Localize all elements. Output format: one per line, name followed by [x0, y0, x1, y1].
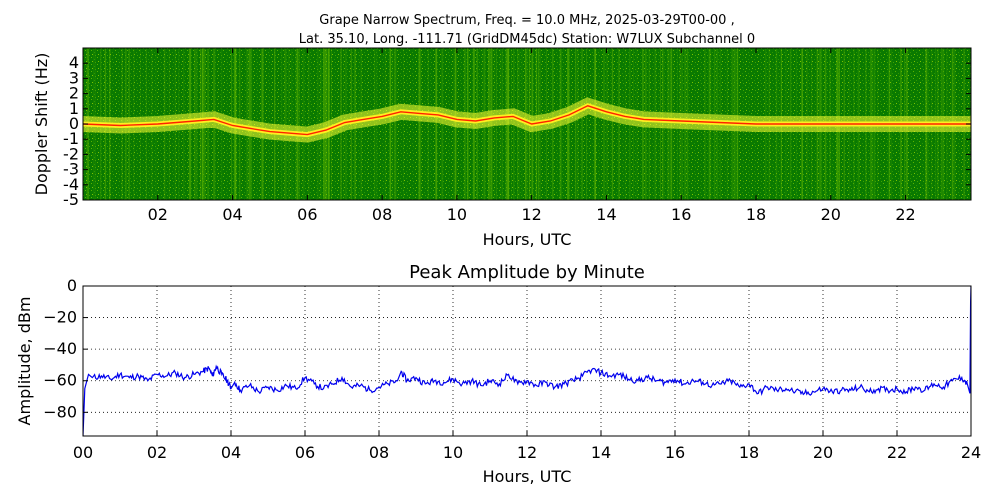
amplitude-x-tick-label: 14	[591, 443, 611, 462]
amplitude-y-tick-label: −60	[43, 371, 77, 390]
spectrogram-title-line2: Lat. 35.10, Long. -111.71 (GridDM45dc) S…	[299, 32, 755, 47]
amplitude-x-axis: 00 02 04 06 08 10 12 14 16 18 20 22 24	[73, 431, 981, 462]
amplitude-y-label: Amplitude, dBm	[15, 297, 34, 426]
spectrogram-x-tick-label: 02	[148, 205, 168, 224]
spectrogram-y-tick-label: 0	[69, 114, 79, 133]
amplitude-series-line	[83, 286, 971, 436]
amplitude-y-tick-label: −20	[43, 308, 77, 327]
spectrogram-x-tick-label: 18	[746, 205, 766, 224]
spectrogram-image	[83, 48, 971, 200]
spectrogram-x-tick-label: 14	[596, 205, 616, 224]
spectrogram-x-tick-label: 10	[447, 205, 467, 224]
spectrogram-y-tick-label: 4	[69, 53, 79, 72]
spectrogram-x-tick-label: 22	[895, 205, 915, 224]
amplitude-x-tick-label: 22	[887, 443, 907, 462]
amplitude-x-tick-label: 08	[369, 443, 389, 462]
amplitude-x-label: Hours, UTC	[483, 467, 572, 486]
spectrogram-x-tick-label: 04	[222, 205, 242, 224]
spectrogram-y-tick-label: 2	[69, 84, 79, 103]
amplitude-x-tick-label: 04	[221, 443, 241, 462]
amplitude-x-tick-label: 24	[961, 443, 981, 462]
amplitude-x-tick-label: 16	[665, 443, 685, 462]
amplitude-x-tick-label: 18	[739, 443, 759, 462]
spectrogram-title-line1: Grape Narrow Spectrum, Freq. = 10.0 MHz,…	[319, 13, 734, 28]
amplitude-title: Peak Amplitude by Minute	[409, 262, 645, 283]
spectrogram-y-tick-label: -2	[63, 144, 79, 163]
spectrogram-panel: Grape Narrow Spectrum, Freq. = 10.0 MHz,…	[32, 13, 972, 249]
spectrogram-y-tick-label: -1	[63, 129, 79, 148]
spectrogram-y-tick-label: -3	[63, 160, 79, 179]
amplitude-plot-area	[83, 286, 971, 436]
amplitude-y-axis: 0 −20 −40 −60 −80	[43, 276, 88, 421]
spectrogram-y-tick-label: 3	[69, 68, 79, 87]
spectrogram-x-axis: 02 04 06 08 10 12 14 16 18 20 22	[148, 48, 916, 224]
amplitude-y-tick-label: −80	[43, 402, 77, 421]
amplitude-x-tick-label: 20	[813, 443, 833, 462]
spectrogram-y-tick-label: -5	[63, 190, 79, 209]
spectrogram-x-tick-label: 06	[297, 205, 317, 224]
amplitude-panel: Peak Amplitude by Minute 00 02 04 06 08 10 12 1…	[15, 262, 981, 486]
amplitude-x-tick-label: 12	[517, 443, 537, 462]
amplitude-x-tick-label: 02	[147, 443, 167, 462]
spectrogram-x-tick-label: 12	[521, 205, 541, 224]
spectrogram-x-tick-label: 16	[671, 205, 691, 224]
amplitude-x-tick-label: 06	[295, 443, 315, 462]
spectrogram-x-label: Hours, UTC	[483, 230, 572, 249]
spectrogram-y-tick-label: 1	[69, 99, 79, 118]
amplitude-y-tick-label: −40	[43, 339, 77, 358]
spectrogram-x-tick-label: 20	[821, 205, 841, 224]
spectrogram-x-tick-label: 08	[372, 205, 392, 224]
spectrogram-peak-trace	[83, 105, 971, 136]
amplitude-x-tick-label: 10	[443, 443, 463, 462]
amplitude-x-tick-label: 00	[73, 443, 93, 462]
spectrogram-y-tick-label: -4	[63, 175, 79, 194]
amplitude-y-tick-label: 0	[67, 276, 77, 295]
spectrogram-y-label: Doppler Shift (Hz)	[32, 53, 51, 196]
